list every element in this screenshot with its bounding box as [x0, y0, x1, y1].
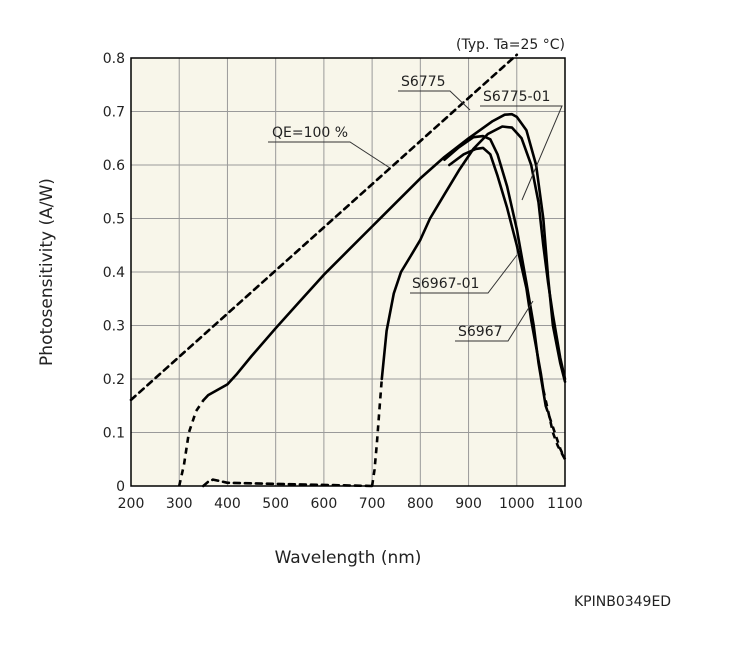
plot-frame [130, 57, 566, 487]
document-code: KPINB0349ED [574, 594, 672, 610]
x-tick-label: 300 [166, 496, 193, 512]
y-tick-label: 0.4 [103, 265, 125, 281]
series-label-s6967-01: S6967-01 [412, 276, 479, 292]
label-leader-line [398, 90, 471, 111]
series-label-s6775-01: S6775-01 [483, 89, 550, 105]
series-line-s6775-dashed [177, 399, 205, 487]
x-tick-label: 400 [214, 496, 241, 512]
label-leader-line [480, 105, 563, 201]
x-tick-label: 1100 [547, 496, 583, 512]
series-line-s6775-01 [380, 125, 567, 381]
x-tick-label: 600 [311, 496, 338, 512]
label-leaders [268, 90, 563, 342]
x-tick-labels: 200 300 400 500 600 700 800 900 1000 1100 [118, 496, 583, 512]
y-tick-label: 0.1 [103, 426, 125, 442]
curves [129, 53, 567, 488]
y-tick-labels: 0 0.1 0.2 0.3 0.4 0.5 0.6 0.7 0.8 [103, 51, 125, 495]
series-line-low-wavelength-tail [202, 478, 374, 488]
y-tick-label: 0.8 [103, 51, 125, 67]
series-label-s6775: S6775 [401, 74, 446, 90]
series-line-s6967-dashed [542, 389, 567, 460]
y-tick-label: 0 [116, 479, 125, 495]
x-tick-label: 500 [262, 496, 289, 512]
label-leader-line [410, 254, 518, 294]
y-axis-label: Photosensitivity (A/W) [37, 178, 57, 366]
x-tick-label: 900 [455, 496, 482, 512]
x-axis-label: Wavelength (nm) [275, 548, 422, 568]
x-tick-label: 700 [359, 496, 386, 512]
series-label-qe: QE=100 % [272, 125, 348, 141]
label-leader-line [455, 300, 534, 342]
x-tick-label: 1000 [499, 496, 535, 512]
x-tick-label: 800 [407, 496, 434, 512]
label-leader-line [268, 141, 391, 169]
series-label-s6967: S6967 [458, 324, 503, 340]
x-tick-label: 200 [118, 496, 145, 512]
y-tick-label: 0.5 [103, 212, 125, 228]
y-tick-label: 0.7 [103, 105, 125, 121]
y-tick-label: 0.3 [103, 319, 125, 335]
condition-note: (Typ. Ta=25 °C) [456, 37, 565, 53]
y-tick-label: 0.2 [103, 372, 125, 388]
series-line-s6967 [448, 146, 545, 391]
series-line-s6775 [202, 112, 567, 402]
series-line-qe-100 [129, 53, 519, 402]
y-tick-label: 0.6 [103, 158, 125, 174]
